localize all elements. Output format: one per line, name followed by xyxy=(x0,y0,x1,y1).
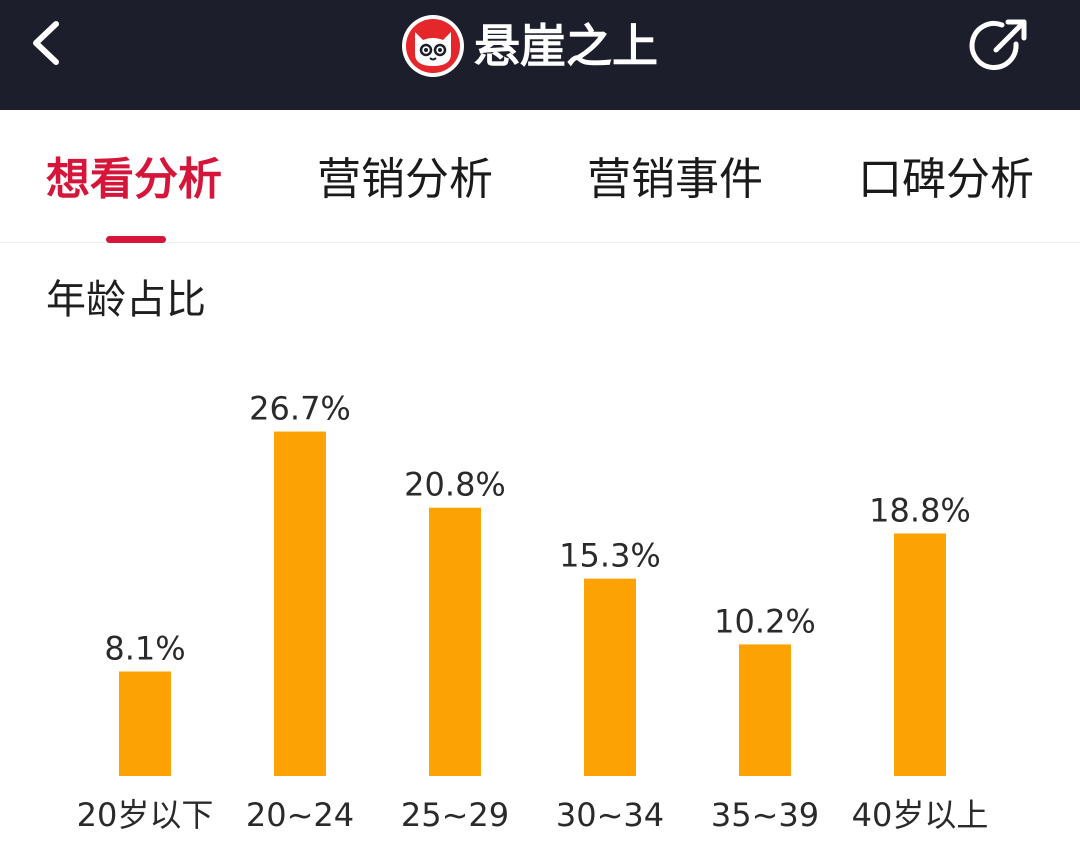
category-label: 20~24 xyxy=(246,796,354,834)
analysis-tab-bar: 想看分析 营销分析 营销事件 口碑分析 xyxy=(0,110,1080,243)
bar-value-label: 15.3% xyxy=(559,537,661,575)
bar-value-label: 18.8% xyxy=(869,491,971,529)
bar-value-label: 20.8% xyxy=(404,466,506,504)
tab-word-of-mouth-analysis[interactable]: 口碑分析 xyxy=(858,154,1034,205)
chevron-left-icon[interactable] xyxy=(22,18,72,68)
app-title: 悬崖之上 xyxy=(474,19,658,73)
category-label: 35~39 xyxy=(711,796,819,834)
bar-value-label: 10.2% xyxy=(714,602,816,640)
share-icon[interactable] xyxy=(966,14,1032,80)
category-label: 40岁以上 xyxy=(852,796,989,834)
category-label: 30~34 xyxy=(556,796,664,834)
tab-marketing-events[interactable]: 营销事件 xyxy=(587,154,763,205)
age-distribution-bar-chart: 8.1% 20岁以下 26.7% 20~24 20.8% 25~29 15.3% 30~34 1… xyxy=(77,390,989,834)
tab-want-to-see-analysis[interactable]: 想看分析 xyxy=(46,154,222,205)
section-title: 年龄占比 xyxy=(46,277,206,323)
bar-1 xyxy=(274,431,326,776)
bar-2 xyxy=(429,507,481,776)
bar-4 xyxy=(739,644,791,776)
top-navigation-bar: 悬崖之上 xyxy=(0,0,1080,110)
category-label: 25~29 xyxy=(401,796,509,834)
bar-3 xyxy=(584,578,636,776)
cat-logo-icon xyxy=(402,15,464,77)
bar-5 xyxy=(894,533,946,776)
active-tab-indicator xyxy=(106,236,166,243)
bar-value-label: 8.1% xyxy=(104,630,185,668)
tab-marketing-analysis[interactable]: 营销分析 xyxy=(317,154,493,205)
category-label: 20岁以下 xyxy=(77,796,214,834)
bar-value-label: 26.7% xyxy=(249,390,351,428)
bar-0 xyxy=(119,671,171,776)
